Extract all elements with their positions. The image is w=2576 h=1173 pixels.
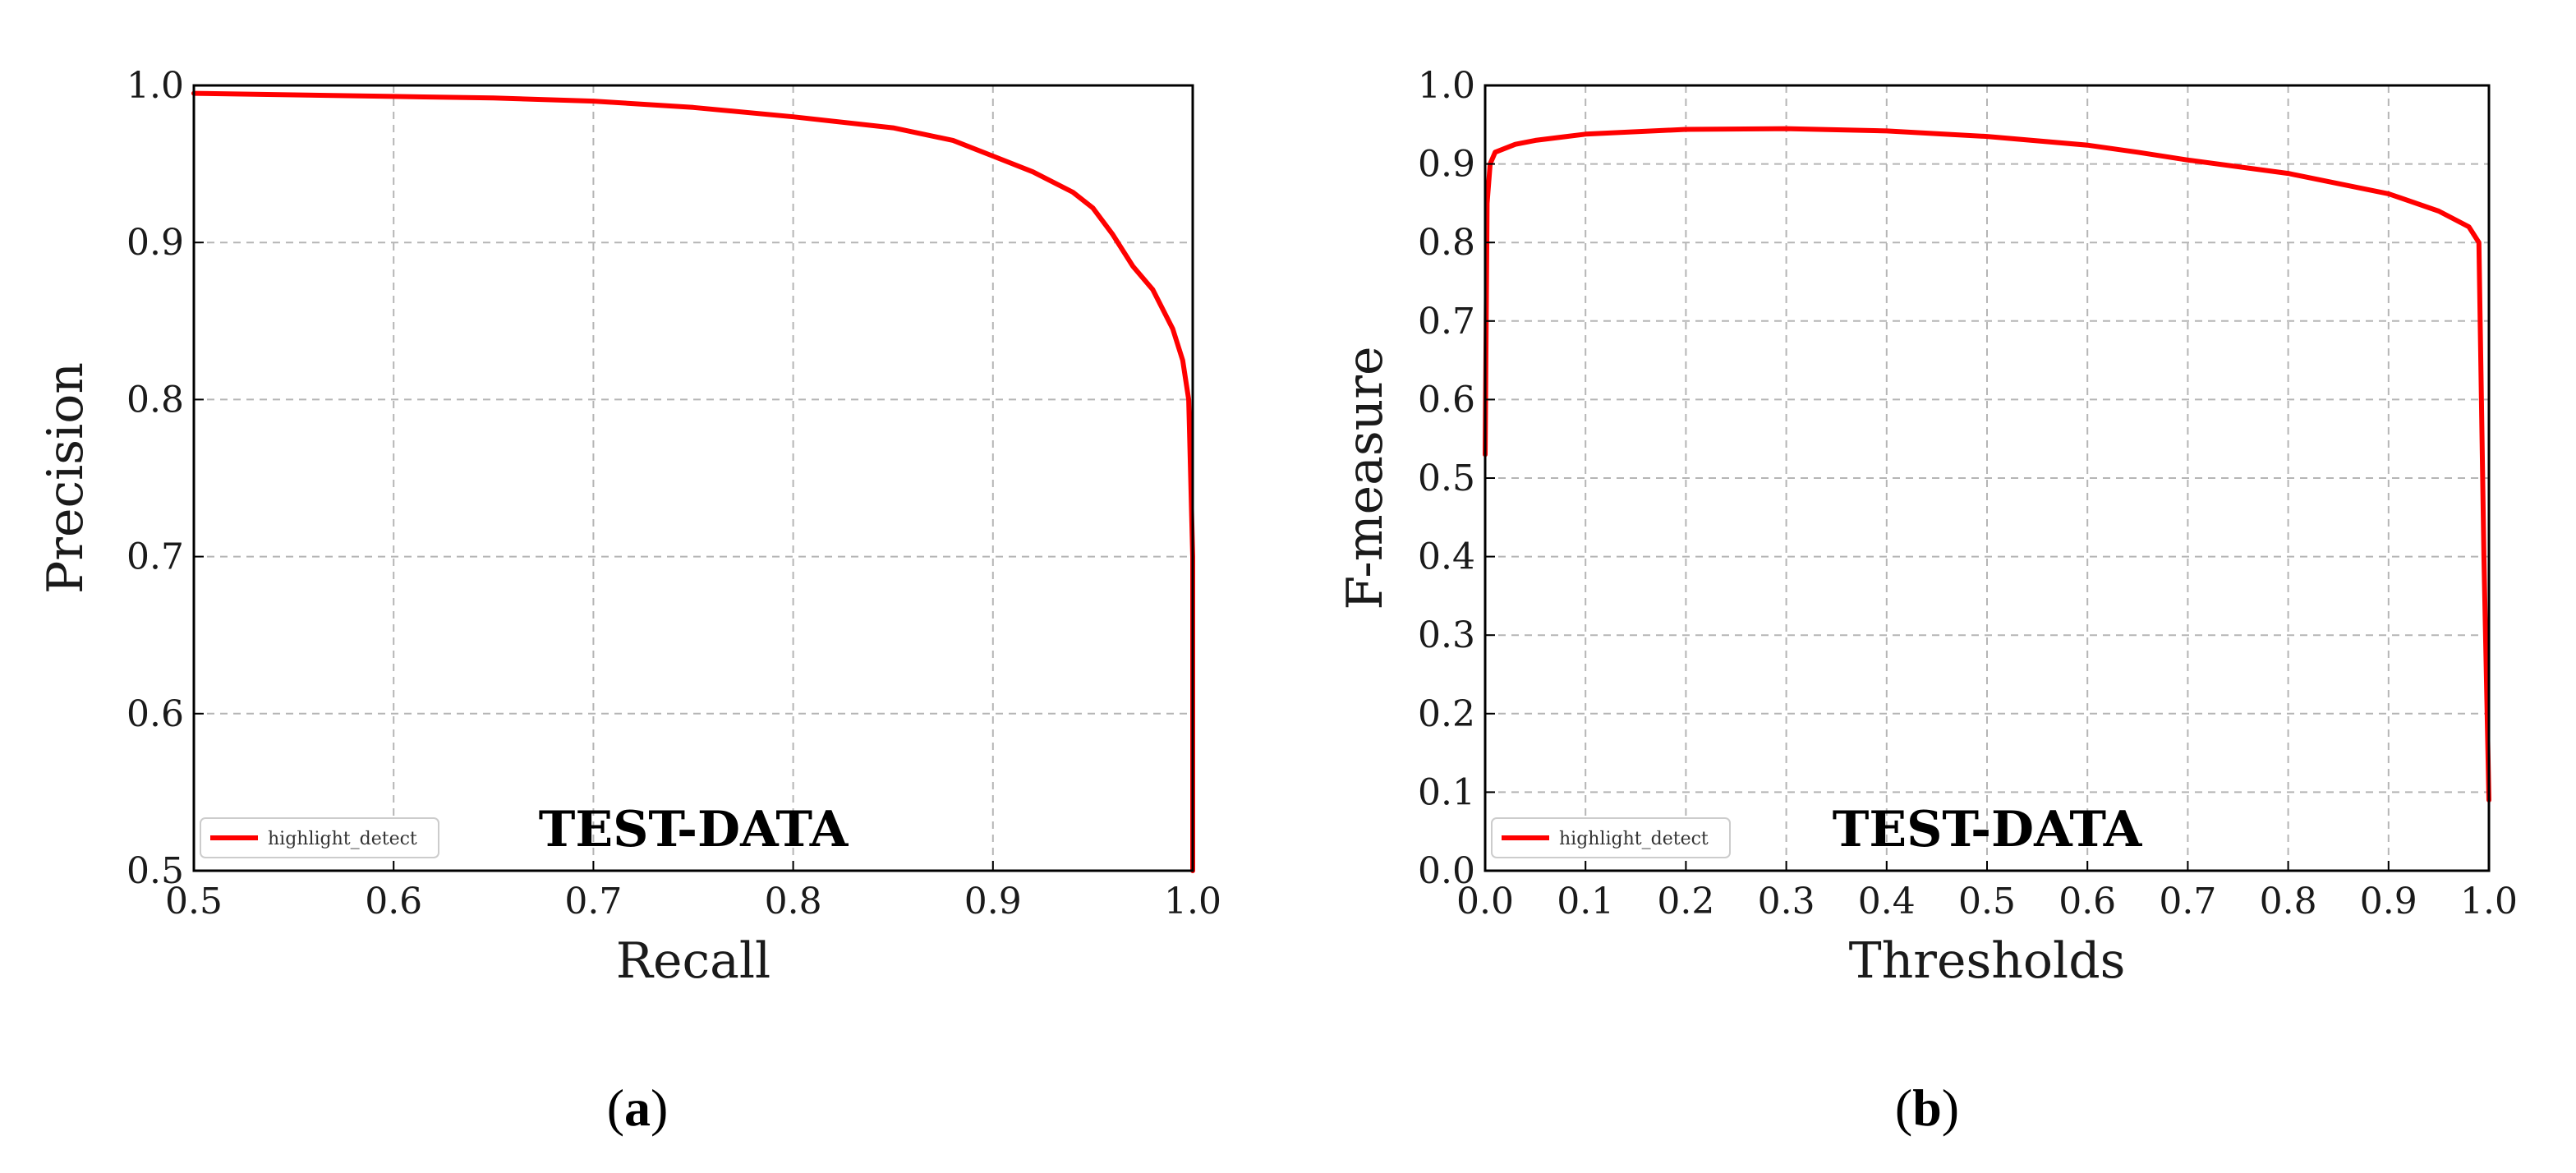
panel-letter-b: b	[1912, 1079, 1942, 1137]
y-tick-label-a: 0.6	[126, 693, 184, 735]
legend-box-a	[200, 817, 439, 858]
x-tick-label-b: 1.0	[2460, 881, 2518, 922]
panel-label-a: (a)	[607, 1079, 669, 1137]
series-line-b	[1483, 126, 2491, 803]
y-tick-label-b: 0.0	[1418, 850, 1475, 892]
legend-b: highlight_detect	[1491, 817, 1731, 858]
legend-label-b: highlight_detect	[1559, 829, 1709, 849]
y-tick-label-a: 1.0	[126, 65, 184, 107]
y-tick-label-a: 0.8	[126, 379, 184, 421]
y-tick-label-b: 0.5	[1418, 458, 1475, 499]
y-tick-label-b: 0.2	[1418, 693, 1475, 735]
y-tick-label-a: 0.7	[126, 536, 184, 578]
x-tick-label-b: 0.2	[1657, 881, 1714, 922]
x-axis-label-a: Recall	[616, 932, 770, 990]
y-axis-label-a: Precision	[37, 362, 94, 594]
x-tick-label-a: 0.9	[964, 881, 1022, 922]
y-tick-label-b: 0.4	[1418, 536, 1475, 578]
x-tick-label-b: 0.5	[1958, 881, 2016, 922]
y-tick-label-b: 0.6	[1418, 379, 1475, 421]
x-tick-label-b: 0.4	[1858, 881, 1916, 922]
x-tick-label-b: 0.6	[2058, 881, 2116, 922]
chart-title-a: TEST-DATA	[539, 801, 849, 858]
x-axis-label-b: Thresholds	[1849, 932, 2126, 990]
y-tick-label-a: 0.9	[126, 222, 184, 264]
chart-title-b: TEST-DATA	[1833, 801, 2143, 858]
x-tick-label-b: 0.0	[1456, 881, 1514, 922]
grid-lines-b	[1485, 85, 2489, 871]
y-tick-label-b: 1.0	[1418, 65, 1475, 107]
y-tick-label-b: 0.8	[1418, 222, 1475, 264]
x-tick-label-a: 1.0	[1164, 881, 1221, 922]
x-tick-label-b: 0.9	[2360, 881, 2417, 922]
panel-letter-a: a	[624, 1079, 651, 1137]
x-tick-label-a: 0.5	[165, 881, 223, 922]
tick-labels-a: 0.5 0.6 0.7 0.8 0.9 1.0 0.5 0.6 0.7 0.8 0.9 1.0	[126, 65, 1221, 922]
legend-a: highlight_detect	[200, 817, 439, 858]
series-layer-b	[1483, 126, 2491, 803]
y-axis-label-b: F-measure	[1336, 346, 1394, 610]
y-tick-label-b: 0.7	[1418, 301, 1475, 343]
x-tick-label-b: 0.7	[2159, 881, 2216, 922]
chart-panel-a: 0.5 0.6 0.7 0.8 0.9 1.0 0.5 0.6 0.7 0.8 0.9 1.0 Rec…	[37, 65, 1221, 1137]
x-tick-label-a: 0.8	[765, 881, 822, 922]
x-tick-label-a: 0.6	[365, 881, 422, 922]
legend-label-a: highlight_detect	[268, 829, 417, 849]
x-tick-label-a: 0.7	[564, 881, 622, 922]
tick-labels-b: 0.0 0.1 0.2 0.3 0.4 0.5 0.6 0.7 0.8 0.9 1.0 0.0 0.1 0…	[1418, 65, 2518, 922]
y-tick-label-b: 0.9	[1418, 144, 1475, 186]
x-tick-label-b: 0.3	[1758, 881, 1815, 922]
panel-label-b: (b)	[1895, 1079, 1959, 1137]
x-tick-label-b: 0.8	[2260, 881, 2317, 922]
x-tick-label-b: 0.1	[1557, 881, 1614, 922]
plot-frame-a	[192, 84, 1194, 872]
grid-lines-a	[194, 85, 1193, 871]
legend-box-b	[1491, 817, 1731, 858]
chart-panel-b: 0.0 0.1 0.2 0.3 0.4 0.5 0.6 0.7 0.8 0.9 1.0 0.0 0.1 0…	[1336, 65, 2518, 1137]
y-tick-label-b: 0.1	[1418, 771, 1475, 813]
y-tick-label-a: 0.5	[126, 850, 184, 892]
series-line-a	[191, 90, 1195, 873]
series-layer-a	[191, 90, 1195, 873]
y-tick-label-b: 0.3	[1418, 614, 1475, 656]
